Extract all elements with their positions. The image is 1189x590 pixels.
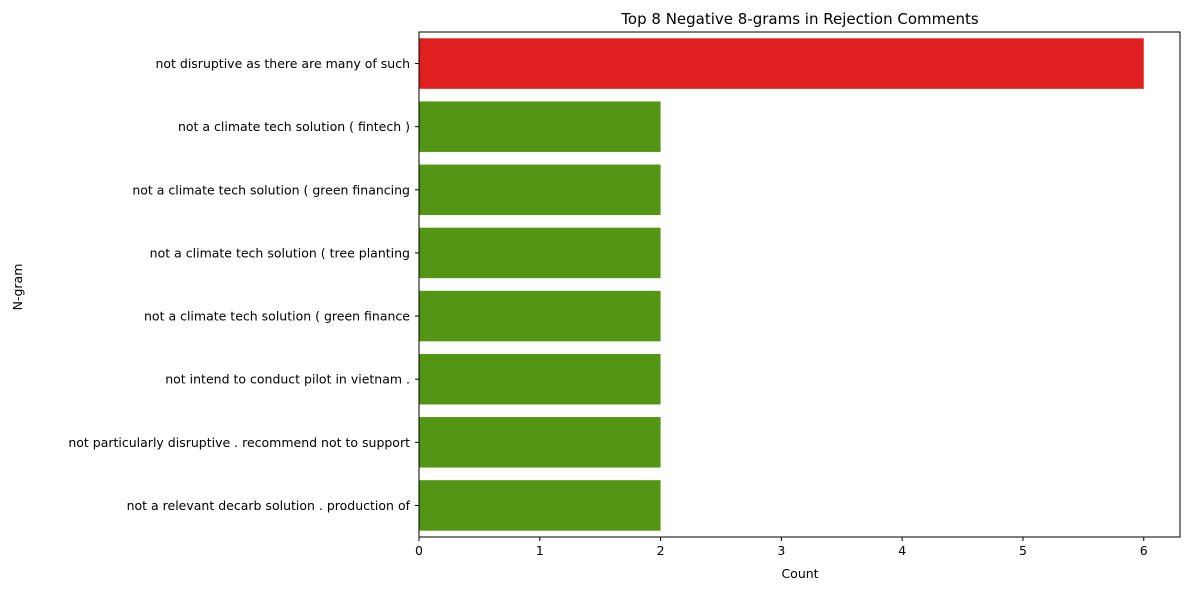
y-tick-label-3: not a climate tech solution ( green fina… <box>132 182 410 197</box>
bar-3 <box>419 164 661 216</box>
bar-7 <box>419 417 661 468</box>
x-ticks: 0 1 2 3 4 5 6 <box>415 537 1148 558</box>
y-tick-label-7: not particularly disruptive . recommend … <box>68 435 410 450</box>
y-tick-label-2: not a climate tech solution ( fintech ) <box>178 119 410 134</box>
y-tick-label-4: not a climate tech solution ( tree plant… <box>150 245 410 260</box>
y-tick-labels: not disruptive as there are many of such… <box>68 56 419 513</box>
y-tick-label-8: not a relevant decarb solution . product… <box>127 498 411 513</box>
y-tick-label-6: not intend to conduct pilot in vietnam . <box>165 372 410 387</box>
bar-5 <box>419 290 661 342</box>
y-tick-label-1: not disruptive as there are many of such <box>155 56 410 71</box>
plot-frame <box>418 31 1181 538</box>
bar-4 <box>419 227 661 279</box>
x-tick-label-3: 3 <box>777 543 785 558</box>
x-tick-label-0: 0 <box>415 543 423 558</box>
x-tick-label-5: 5 <box>1019 543 1027 558</box>
x-axis-label: Count <box>781 566 818 581</box>
x-tick-label-1: 1 <box>536 543 544 558</box>
bar-6 <box>419 353 661 405</box>
chart-title: Top 8 Negative 8-grams in Rejection Comm… <box>620 10 979 28</box>
bars-group <box>419 38 1144 531</box>
x-tick-label-2: 2 <box>657 543 665 558</box>
bar-2 <box>419 101 661 152</box>
bar-8 <box>419 480 661 531</box>
bar-1 <box>419 38 1144 89</box>
x-tick-label-6: 6 <box>1140 543 1148 558</box>
y-tick-label-5: not a climate tech solution ( green fina… <box>144 309 410 324</box>
x-tick-label-4: 4 <box>898 543 906 558</box>
y-axis-label: N-gram <box>10 264 25 311</box>
